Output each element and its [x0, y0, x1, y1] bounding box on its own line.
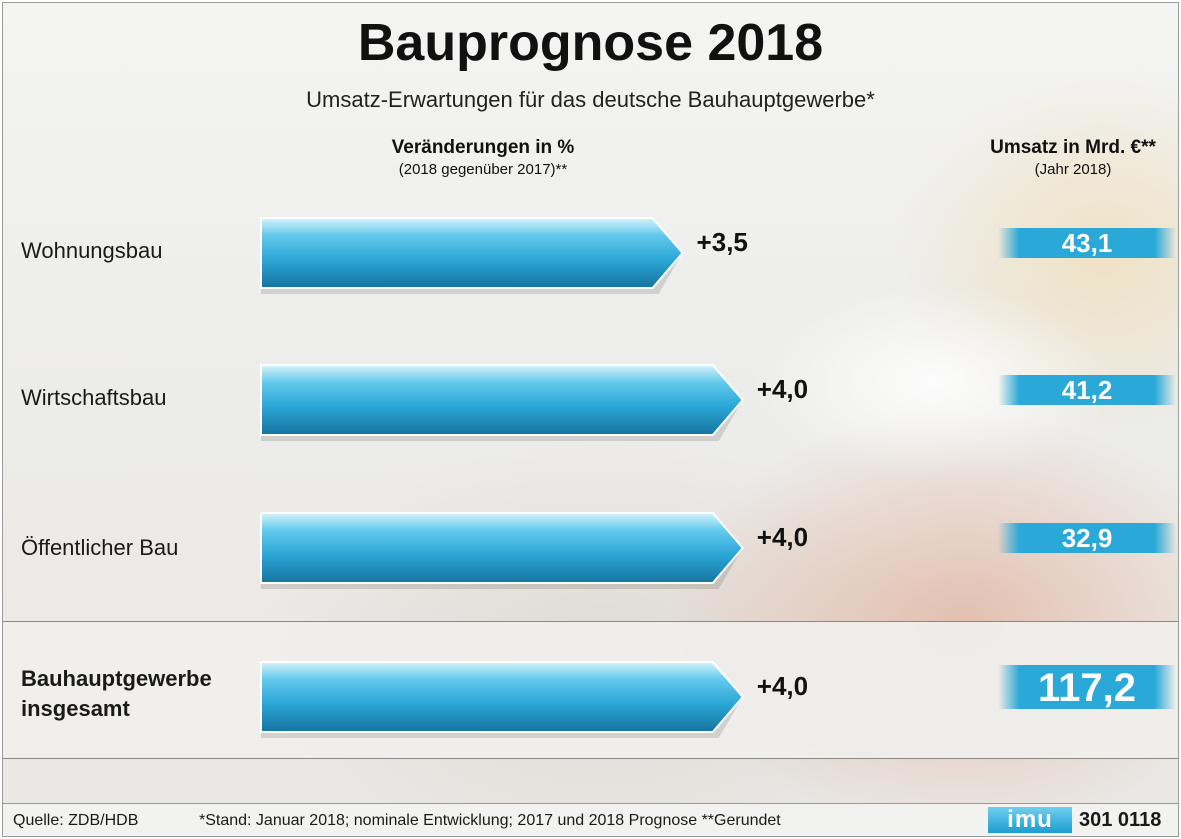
bar-0: [260, 217, 684, 289]
bar-1: [260, 364, 745, 436]
bar-2: [260, 512, 745, 584]
row-label-wirtschaftsbau: Wirtschaftsbau: [21, 385, 167, 410]
row-label-total-line1: Bauhauptgewerbe: [21, 666, 212, 691]
bar-3: [260, 661, 745, 733]
graphic-code: 301 0118: [1079, 809, 1162, 831]
revenue-column-header: Umsatz in Mrd. €** (Jahr 2018): [973, 137, 1173, 178]
bar-shadow-1: [261, 400, 743, 441]
revenue-tag-0: [998, 228, 1176, 258]
revenue-header-sub: (Jahr 2018): [1034, 161, 1112, 178]
imu-logo: imu: [988, 807, 1072, 833]
row-label-total-line2: insgesamt: [21, 696, 130, 721]
bar-shadow-2: [261, 548, 743, 589]
row-label-oeffentlicher-bau: Öffentlicher Bau: [21, 535, 179, 560]
bar-value-label-2: +4,0: [757, 522, 808, 552]
revenue-value-3: 117,2: [1038, 666, 1136, 710]
footer: Quelle: ZDB/HDB *Stand: Januar 2018; nom…: [3, 803, 1178, 836]
revenue-value-0: 43,1: [1062, 228, 1113, 258]
revenue-value-1: 41,2: [1062, 375, 1113, 405]
bar-chart: +3,5 43,1 +4,0 41,2 +4,0 32,9 +4,0 117,2: [260, 217, 1176, 738]
change-column-header: Veränderungen in % (2018 gegenüber 2017)…: [333, 137, 633, 178]
revenue-value-2: 32,9: [1062, 523, 1113, 553]
row-label-wohnungsbau: Wohnungsbau: [21, 238, 163, 263]
bar-value-label-3: +4,0: [757, 671, 808, 701]
revenue-tag-1: [998, 375, 1176, 405]
footnote: *Stand: Januar 2018; nominale Entwicklun…: [199, 812, 781, 829]
source-note: Quelle: ZDB/HDB: [13, 812, 139, 829]
chart-title: Bauprognose 2018: [357, 14, 824, 72]
bar-value-label-1: +4,0: [757, 374, 808, 404]
chart-subtitle: Umsatz-Erwartungen für das deutsche Bauh…: [306, 87, 875, 112]
revenue-header-label: Umsatz in Mrd. €**: [990, 137, 1156, 158]
bar-shadow-0: [261, 253, 683, 294]
bar-shadow-3: [261, 697, 743, 738]
change-header-sub: (2018 gegenüber 2017)**: [398, 161, 568, 178]
revenue-tag-2: [998, 523, 1176, 553]
bar-value-label-0: +3,5: [697, 227, 748, 257]
revenue-tag-3: [998, 665, 1176, 709]
change-header-label: Veränderungen in %: [391, 137, 575, 158]
row-label-total: Bauhauptgewerbe insgesamt: [21, 664, 212, 724]
